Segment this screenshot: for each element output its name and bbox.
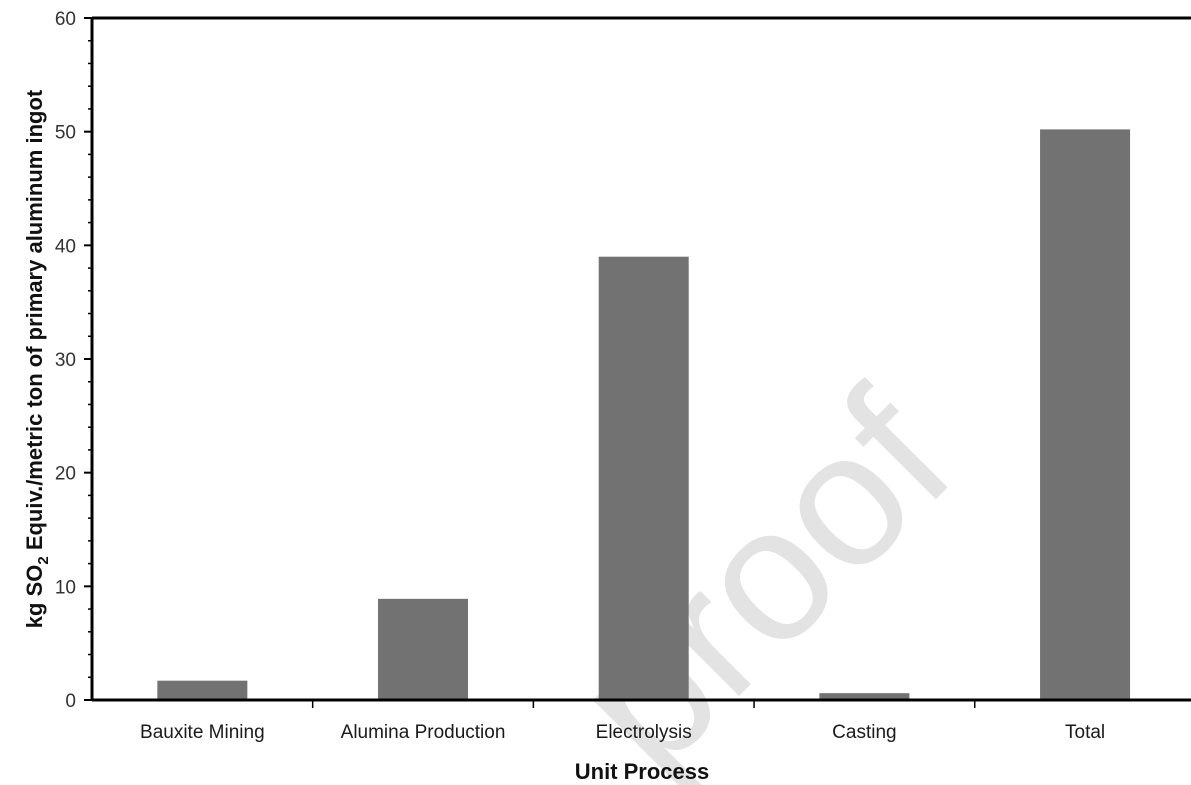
y-tick-label: 40 (55, 236, 76, 257)
x-tick-label: Bauxite Mining (140, 722, 265, 743)
x-tick-label: Casting (832, 722, 896, 743)
y-ticks-group: 0 10 20 30 40 50 60 (55, 9, 92, 712)
y-axis-title-prefix: kg SO (22, 565, 47, 629)
y-tick-label: 30 (55, 350, 76, 371)
y-tick-label: 0 (65, 691, 76, 712)
y-axis-title-suffix: Equiv./metric ton of primary aluminum in… (22, 89, 47, 556)
bar-casting (819, 693, 910, 700)
x-axis-title: Unit Process (575, 759, 710, 784)
x-tick-label: Total (1065, 722, 1105, 743)
y-axis-title: kg SO2 Equiv./metric ton of primary alum… (22, 89, 52, 628)
bar-alumina-production (378, 598, 469, 700)
y-tick-label: 20 (55, 464, 76, 485)
bar-total (1040, 129, 1131, 701)
y-axis-title-subscript: 2 (35, 556, 52, 564)
bars-group (157, 129, 1131, 701)
bar-electrolysis (598, 256, 689, 700)
x-tick-label: Electrolysis (596, 722, 692, 743)
bar-bauxite-mining (157, 680, 248, 700)
y-tick-label: 50 (55, 123, 76, 144)
y-tick-label: 60 (55, 9, 76, 30)
y-tick-label: 10 (55, 577, 76, 598)
x-ticks-group: Bauxite Mining Alumina Production Electrol… (140, 700, 1105, 743)
x-tick-label: Alumina Production (341, 722, 506, 743)
